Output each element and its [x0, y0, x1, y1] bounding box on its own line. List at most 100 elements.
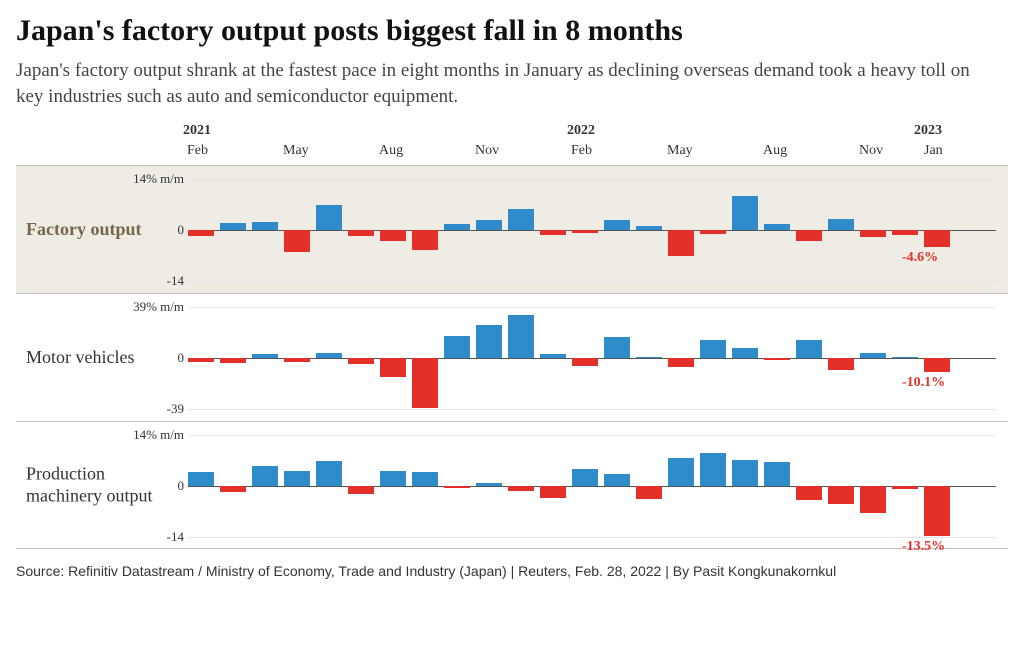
data-bar	[572, 230, 598, 233]
y-tick-label: 0	[178, 478, 185, 494]
page-title: Japan's factory output posts biggest fal…	[16, 14, 1008, 48]
data-bar	[284, 358, 310, 362]
data-bar	[540, 486, 566, 498]
data-bar	[444, 224, 470, 231]
data-bar	[860, 353, 886, 358]
data-bar	[476, 483, 502, 486]
data-bar	[444, 486, 470, 487]
x-axis: 202120222023FebMayAugNovFebMayAugNovJan	[188, 123, 996, 165]
axis-year-label: 2021	[183, 123, 211, 139]
data-bar	[380, 358, 406, 376]
axis-month-label: May	[667, 143, 693, 159]
callout-label: -13.5%	[902, 539, 945, 555]
data-bar	[892, 357, 918, 358]
axis-month-label: Aug	[379, 143, 403, 159]
data-bar	[604, 474, 630, 486]
data-bar	[188, 358, 214, 362]
data-bar	[348, 486, 374, 494]
axis-month-label: Jan	[924, 143, 943, 159]
callout-label: -4.6%	[902, 250, 938, 266]
y-tick-label: 0	[178, 350, 185, 366]
panel-label: Factory output	[26, 219, 176, 241]
data-bar	[380, 230, 406, 241]
data-bar	[828, 358, 854, 370]
data-bar	[604, 220, 630, 230]
data-bar	[732, 196, 758, 230]
data-bar	[508, 209, 534, 230]
data-bar	[412, 358, 438, 408]
data-bar	[316, 205, 342, 230]
data-bar	[924, 230, 950, 247]
data-bar	[668, 358, 694, 367]
data-bar	[796, 230, 822, 240]
data-bar	[444, 336, 470, 358]
axis-month-label: Feb	[571, 143, 592, 159]
data-bar	[668, 230, 694, 255]
data-bar	[508, 486, 534, 491]
data-bar	[188, 472, 214, 487]
axis-year-label: 2022	[567, 123, 595, 139]
axis-month-label: Nov	[475, 143, 499, 159]
y-tick-label: -39	[167, 401, 184, 417]
data-bar	[220, 358, 246, 363]
axis-month-label: Nov	[859, 143, 883, 159]
y-tick-label: 14% m/m	[133, 171, 184, 187]
page-subtitle: Japan's factory output shrank at the fas…	[16, 58, 976, 109]
data-bar	[732, 460, 758, 487]
y-tick-label: -14	[167, 273, 184, 289]
y-tick-label: 0	[178, 222, 185, 238]
callout-label: -10.1%	[902, 375, 945, 391]
data-bar	[860, 230, 886, 237]
data-bar	[636, 486, 662, 498]
data-bar	[348, 230, 374, 235]
data-bar	[700, 230, 726, 234]
data-bar	[252, 466, 278, 486]
chart-container: 202120222023FebMayAugNovFebMayAugNovJan …	[16, 123, 1008, 549]
axis-month-label: Feb	[187, 143, 208, 159]
data-bar	[284, 471, 310, 486]
axis-year-label: 2023	[914, 123, 942, 139]
data-bar	[316, 353, 342, 358]
data-bar	[476, 220, 502, 231]
data-bar	[348, 358, 374, 363]
panel-plot: 14% m/m0-14-4.6%	[188, 166, 996, 294]
data-bar	[508, 315, 534, 358]
data-bar	[764, 358, 790, 359]
data-bar	[540, 354, 566, 358]
y-tick-label: 14% m/m	[133, 427, 184, 443]
data-bar	[412, 472, 438, 486]
axis-month-label: May	[283, 143, 309, 159]
data-bar	[636, 226, 662, 230]
data-bar	[252, 354, 278, 358]
data-bar	[476, 325, 502, 358]
data-bar	[316, 461, 342, 487]
data-bar	[188, 230, 214, 235]
chart-panels: Factory output14% m/m0-14-4.6%Motor vehi…	[16, 165, 1008, 549]
data-bar	[892, 230, 918, 235]
y-tick-label: 39% m/m	[133, 299, 184, 315]
data-bar	[796, 340, 822, 358]
data-bar	[412, 230, 438, 250]
panel-label: Motor vehicles	[26, 347, 176, 369]
data-bar	[828, 219, 854, 230]
data-bar	[220, 223, 246, 230]
data-bar	[924, 486, 950, 535]
data-bar	[860, 486, 886, 513]
panel-plot: 14% m/m0-14-13.5%	[188, 422, 996, 550]
data-bar	[572, 469, 598, 486]
data-bar	[380, 471, 406, 486]
data-bar	[668, 458, 694, 486]
data-bar	[700, 340, 726, 358]
y-tick-label: -14	[167, 529, 184, 545]
data-bar	[796, 486, 822, 500]
axis-month-label: Aug	[763, 143, 787, 159]
data-bar	[572, 358, 598, 366]
data-bar	[636, 357, 662, 358]
chart-panel-factory-output: Factory output14% m/m0-14-4.6%	[16, 165, 1008, 293]
data-bar	[284, 230, 310, 252]
data-bar	[828, 486, 854, 504]
data-bar	[764, 224, 790, 231]
data-bar	[700, 453, 726, 487]
chart-panel-motor-vehicles: Motor vehicles 39% m/m 0 -39 -10.1%	[16, 293, 1008, 421]
data-bar	[764, 462, 790, 486]
